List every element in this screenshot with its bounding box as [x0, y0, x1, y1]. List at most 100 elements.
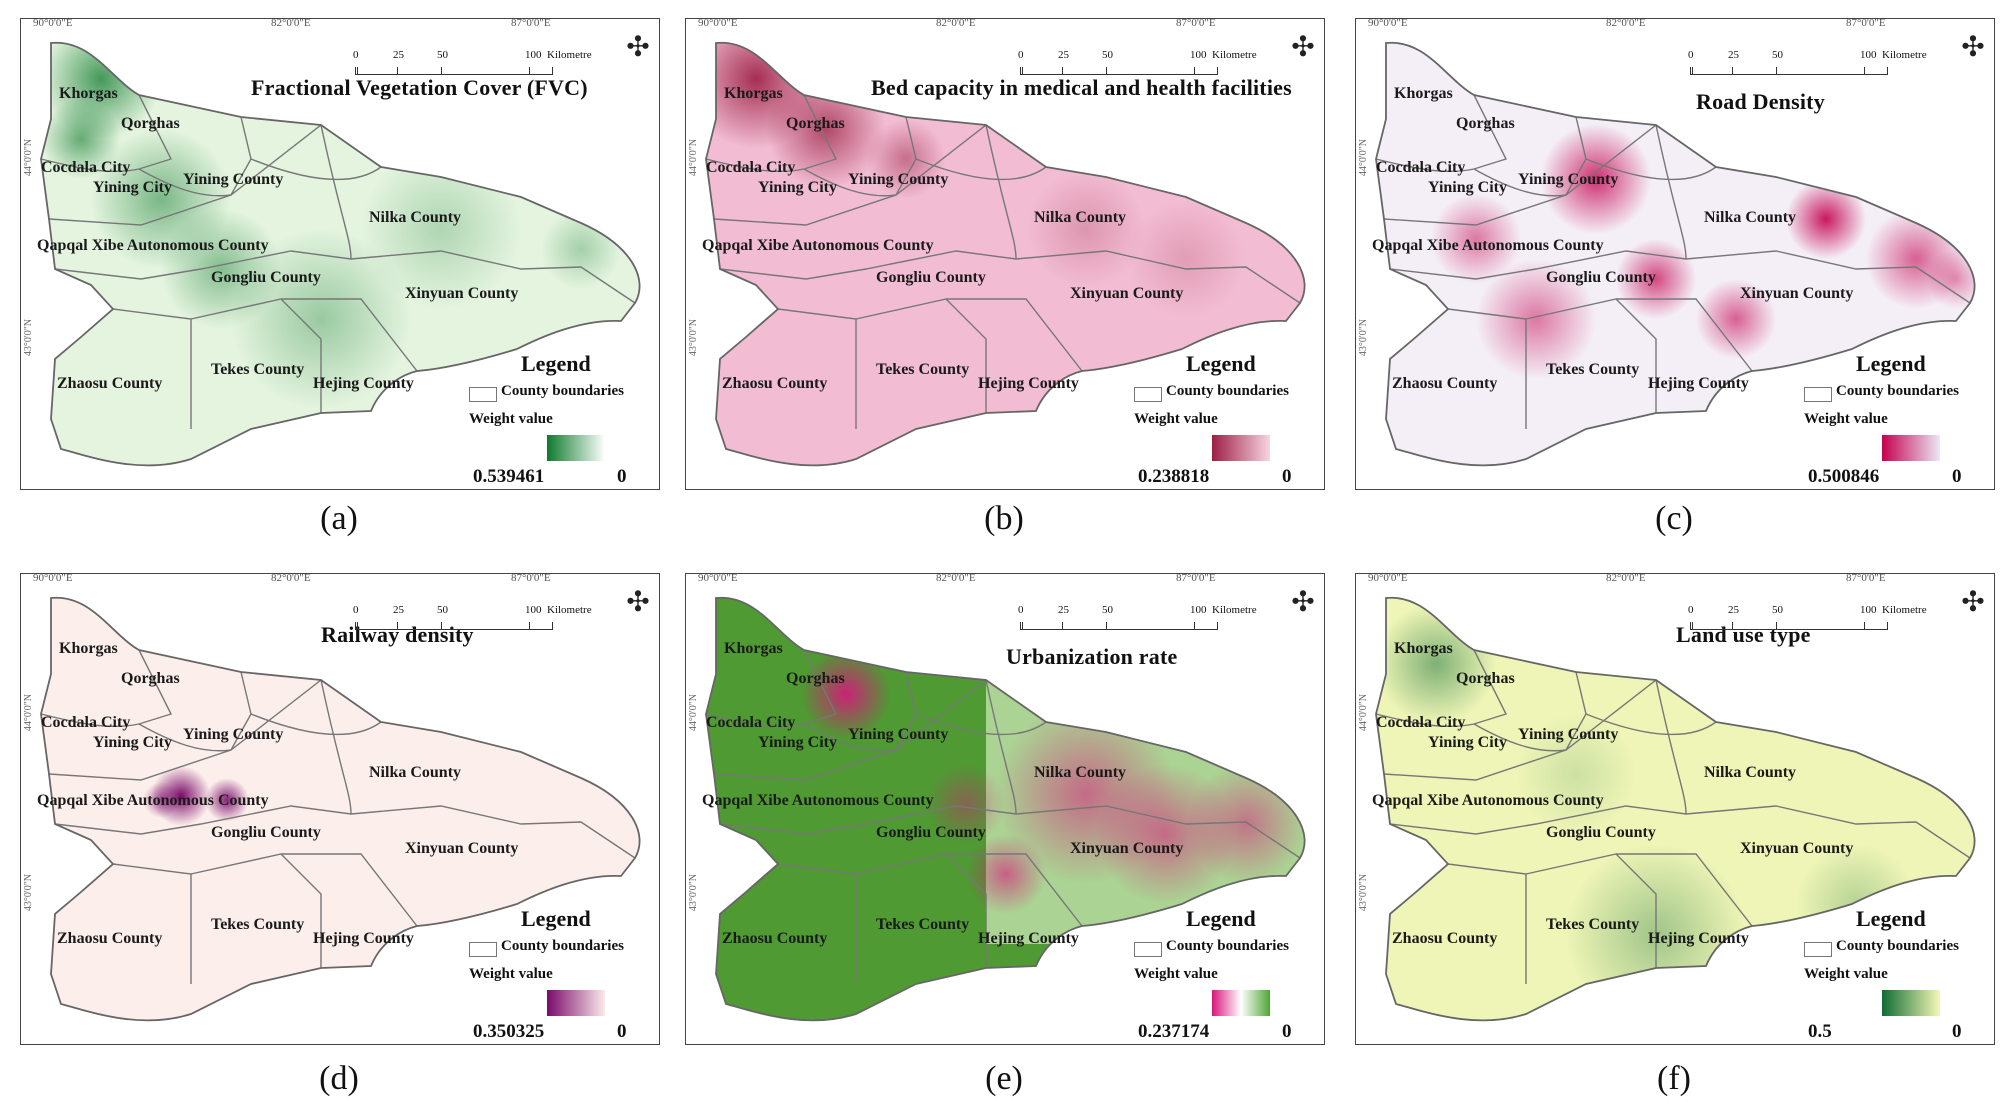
scale-bar: 0 25 50 100 Kilometre	[1014, 29, 1274, 89]
region-outline	[40, 597, 641, 1022]
county-label-qapqal: Qapqal Xibe Autonomous County	[37, 792, 269, 809]
longitude-tick: 87°0'0"E	[1176, 18, 1216, 29]
county-label-yining-county: Yining County	[183, 726, 284, 743]
map-area	[40, 42, 641, 467]
longitude-tick: 90°0'0"E	[33, 573, 73, 584]
scale-tick	[441, 622, 442, 630]
map-title: Bed capacity in medical and health facil…	[871, 75, 1292, 100]
county-label-yining-city: Yining City	[1428, 734, 1507, 751]
longitude-tick: 90°0'0"E	[1368, 18, 1408, 29]
county-label-khorgas: Khorgas	[59, 85, 118, 102]
county-boundary	[719, 805, 1301, 859]
legend-boundary-swatch	[1134, 942, 1162, 957]
county-boundary	[54, 805, 636, 859]
county-label-qapqal: Qapqal Xibe Autonomous County	[702, 792, 934, 809]
county-boundary	[705, 649, 837, 728]
weight-patch	[361, 149, 521, 309]
county-boundary	[1389, 250, 1971, 304]
scale-label: 0	[1018, 604, 1024, 616]
legend-color-ramp	[1212, 990, 1270, 1016]
north-arrow-icon: ✣	[1291, 587, 1315, 618]
longitude-tick: 87°0'0"E	[511, 573, 551, 584]
county-label-cocdala: Cocdala City	[41, 714, 131, 731]
county-label-hejing: Hejing County	[1648, 930, 1749, 947]
map-panel-f: 90°0'0"E 82°0'0"E 87°0'0"E 44°0'0"N 43°0'0"N…	[1355, 573, 1995, 1045]
county-label-qorghas: Qorghas	[121, 115, 180, 132]
county-boundary	[1525, 853, 1657, 968]
scale-tick	[1062, 622, 1063, 630]
scale-tick	[1194, 622, 1195, 630]
legend-min-value: 0	[1952, 1021, 1962, 1042]
scale-unit: Kilometre	[547, 49, 592, 61]
county-label-yining-city: Yining City	[758, 179, 837, 196]
scale-unit: Kilometre	[1212, 604, 1257, 616]
scale-label: 25	[393, 604, 404, 616]
county-label-hejing: Hejing County	[313, 930, 414, 947]
scale-tick	[1776, 67, 1777, 75]
county-boundary	[1655, 679, 1687, 815]
weight-patch	[1376, 604, 1496, 724]
county-boundary	[1525, 298, 1657, 413]
scale-line	[1690, 622, 1888, 630]
map-title: Land use type	[1676, 622, 1811, 647]
county-label-xinyuan: Xinyuan County	[405, 285, 519, 302]
county-label-gongliu: Gongliu County	[876, 269, 986, 286]
legend-boundary-label: County boundaries	[501, 938, 624, 954]
scale-label: 0	[1688, 604, 1694, 616]
county-label-hejing: Hejing County	[1648, 375, 1749, 392]
county-boundary	[190, 853, 322, 968]
region-outline	[705, 597, 1306, 1022]
map-title: Urbanization rate	[1006, 644, 1178, 669]
county-boundary	[250, 158, 382, 181]
region-outline	[40, 42, 641, 467]
longitude-tick: 87°0'0"E	[1846, 573, 1886, 584]
legend-max-value: 0.237174	[1138, 1021, 1210, 1042]
latitude-tick: 43°0'0"N	[688, 319, 699, 357]
county-boundary	[48, 679, 322, 781]
county-label-hejing: Hejing County	[313, 375, 414, 392]
county-label-zhaosu: Zhaosu County	[722, 930, 828, 947]
county-boundary	[915, 158, 1047, 181]
longitude-tick: 82°0'0"E	[1606, 18, 1646, 29]
scale-tick	[1732, 67, 1733, 75]
legend-max-value: 0.500846	[1808, 466, 1880, 487]
legend-title: Legend	[521, 906, 591, 931]
legend-weight-label: Weight value	[469, 966, 553, 982]
scale-label: 100	[1190, 604, 1207, 616]
map-area	[1375, 597, 1976, 1022]
legend-min-value: 0	[1952, 466, 1962, 487]
weight-patch	[1476, 259, 1596, 379]
map-area	[1375, 42, 1976, 467]
scale-tick	[1864, 622, 1865, 630]
legend-boundary-label: County boundaries	[1836, 383, 1959, 399]
panel-caption-c: (c)	[1655, 500, 1693, 537]
legend-boundary-swatch	[469, 387, 497, 402]
scale-tick	[1022, 622, 1023, 630]
north-arrow-icon: ✣	[1291, 32, 1315, 63]
legend-max-value: 0.350325	[473, 1021, 545, 1042]
county-label-yining-city: Yining City	[93, 734, 172, 751]
longitude-tick: 82°0'0"E	[936, 18, 976, 29]
county-label-gongliu: Gongliu County	[876, 824, 986, 841]
longitude-tick: 82°0'0"E	[271, 18, 311, 29]
county-boundary	[946, 298, 1083, 372]
latitude-tick: 44°0'0"N	[1358, 139, 1369, 177]
county-label-yining-county: Yining County	[1518, 726, 1619, 743]
longitude-tick: 90°0'0"E	[33, 18, 73, 29]
county-label-tekes: Tekes County	[1546, 361, 1640, 378]
county-label-nilka: Nilka County	[1704, 764, 1797, 781]
panel-caption-a: (a)	[320, 500, 358, 537]
scale-label: 100	[1860, 604, 1877, 616]
scale-tick	[1022, 67, 1023, 75]
latitude-tick: 44°0'0"N	[688, 694, 699, 732]
county-boundary	[54, 250, 636, 304]
county-label-qorghas: Qorghas	[121, 670, 180, 687]
county-label-zhaosu: Zhaosu County	[1392, 930, 1498, 947]
scale-line	[1020, 622, 1218, 630]
north-arrow-icon: ✣	[626, 32, 650, 63]
weight-patch	[1516, 714, 1636, 834]
weight-patch	[161, 209, 281, 329]
county-label-zhaosu: Zhaosu County	[722, 375, 828, 392]
legend-color-ramp	[1212, 435, 1270, 461]
county-boundary	[946, 853, 1083, 927]
